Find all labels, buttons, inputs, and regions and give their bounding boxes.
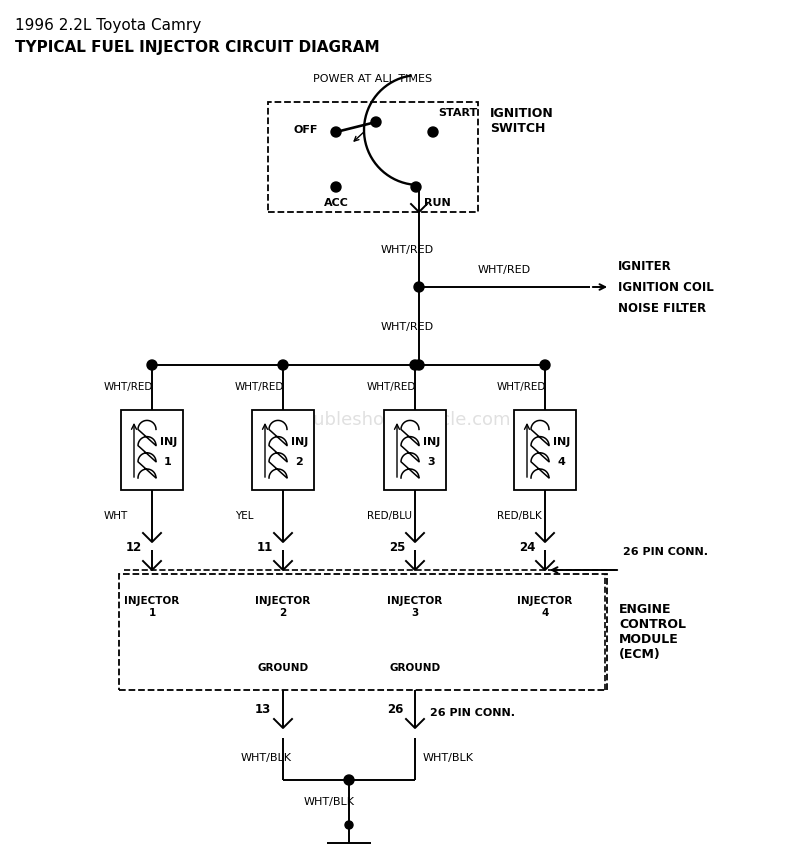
- Text: 26: 26: [387, 703, 403, 716]
- Circle shape: [147, 360, 157, 370]
- Text: INJ: INJ: [291, 437, 308, 447]
- Text: WHT/RED: WHT/RED: [478, 265, 531, 275]
- Text: GROUND: GROUND: [258, 663, 309, 673]
- Text: INJ: INJ: [160, 437, 178, 447]
- Text: RED/BLK: RED/BLK: [497, 511, 542, 521]
- Text: RED/BLU: RED/BLU: [367, 511, 412, 521]
- Bar: [121, 410, 183, 490]
- Text: WHT/RED: WHT/RED: [235, 382, 284, 392]
- Bar: [252, 410, 314, 490]
- Text: INJECTOR
4: INJECTOR 4: [518, 596, 573, 618]
- Circle shape: [414, 282, 424, 292]
- Text: ACC: ACC: [323, 198, 349, 208]
- Text: 1: 1: [164, 457, 172, 467]
- Text: WHT/BLK: WHT/BLK: [423, 753, 474, 763]
- Text: WHT/BLK: WHT/BLK: [241, 753, 292, 763]
- Text: ENGINE
CONTROL
MODULE
(ECM): ENGINE CONTROL MODULE (ECM): [619, 603, 686, 661]
- Text: 12: 12: [126, 541, 142, 554]
- Text: IGNITION COIL: IGNITION COIL: [618, 280, 714, 293]
- Circle shape: [411, 182, 421, 192]
- Text: WHT/RED: WHT/RED: [367, 382, 416, 392]
- Text: WHT/BLK: WHT/BLK: [304, 797, 355, 807]
- Bar: [268, 102, 478, 212]
- Text: WHT/RED: WHT/RED: [381, 322, 434, 332]
- Text: INJ: INJ: [553, 437, 570, 447]
- Text: GROUND: GROUND: [390, 663, 441, 673]
- Circle shape: [331, 182, 341, 192]
- Text: IGNITER: IGNITER: [618, 260, 672, 273]
- Text: INJECTOR
1: INJECTOR 1: [124, 596, 180, 618]
- Text: INJ: INJ: [423, 437, 440, 447]
- Text: IGNITION
SWITCH: IGNITION SWITCH: [490, 107, 554, 135]
- Circle shape: [540, 360, 550, 370]
- Circle shape: [344, 775, 354, 785]
- Circle shape: [428, 127, 438, 137]
- Bar: [514, 410, 576, 490]
- Circle shape: [410, 360, 420, 370]
- Text: 4: 4: [557, 457, 565, 467]
- Text: 26 PIN CONN.: 26 PIN CONN.: [623, 547, 708, 557]
- Text: WHT: WHT: [104, 511, 128, 521]
- Text: 25: 25: [389, 541, 405, 554]
- Circle shape: [371, 117, 381, 127]
- Circle shape: [414, 360, 424, 370]
- Circle shape: [345, 821, 353, 829]
- Text: POWER AT ALL TIMES: POWER AT ALL TIMES: [314, 74, 433, 84]
- Text: 2: 2: [295, 457, 302, 467]
- Text: WHT/RED: WHT/RED: [104, 382, 154, 392]
- Text: YEL: YEL: [235, 511, 254, 521]
- Circle shape: [331, 127, 341, 137]
- Text: INJECTOR
3: INJECTOR 3: [387, 596, 442, 618]
- Text: 13: 13: [255, 703, 271, 716]
- Circle shape: [278, 360, 288, 370]
- Text: TYPICAL FUEL INJECTOR CIRCUIT DIAGRAM: TYPICAL FUEL INJECTOR CIRCUIT DIAGRAM: [15, 40, 380, 55]
- Text: 3: 3: [427, 457, 434, 467]
- Text: WHT/RED: WHT/RED: [497, 382, 546, 392]
- Text: 24: 24: [519, 541, 535, 554]
- Bar: [119, 574, 607, 690]
- Text: WHT/RED: WHT/RED: [381, 245, 434, 255]
- Text: START: START: [438, 108, 478, 118]
- Text: RUN: RUN: [424, 198, 450, 208]
- Text: 1996 2.2L Toyota Camry: 1996 2.2L Toyota Camry: [15, 18, 202, 33]
- Text: troubleshootvehicle.com: troubleshootvehicle.com: [289, 411, 511, 429]
- Bar: [384, 410, 446, 490]
- Text: 11: 11: [257, 541, 273, 554]
- Text: 26 PIN CONN.: 26 PIN CONN.: [430, 708, 515, 718]
- Text: INJECTOR
2: INJECTOR 2: [255, 596, 310, 618]
- Text: OFF: OFF: [294, 125, 318, 135]
- Text: NOISE FILTER: NOISE FILTER: [618, 302, 706, 315]
